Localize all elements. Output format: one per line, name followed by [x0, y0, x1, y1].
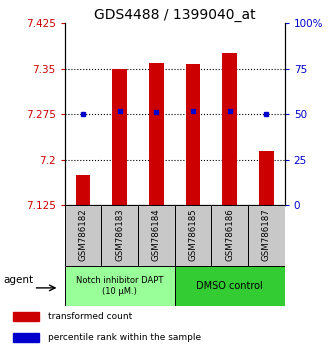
Text: GSM786185: GSM786185 [188, 208, 198, 261]
Text: GSM786187: GSM786187 [262, 208, 271, 261]
Bar [211, 205, 248, 266]
Bar [175, 266, 285, 306]
Text: GSM786182: GSM786182 [78, 208, 87, 261]
Text: GSM786184: GSM786184 [152, 208, 161, 261]
Bar [112, 69, 127, 205]
Text: percentile rank within the sample: percentile rank within the sample [48, 333, 202, 342]
Bar [138, 205, 175, 266]
Text: agent: agent [3, 275, 33, 285]
Bar [75, 175, 90, 205]
Bar [13, 333, 39, 342]
Bar [149, 63, 164, 205]
Bar [222, 53, 237, 205]
Bar [65, 266, 175, 306]
Text: Notch inhibitor DAPT
(10 μM.): Notch inhibitor DAPT (10 μM.) [76, 276, 163, 296]
Bar [65, 205, 101, 266]
Bar [259, 150, 274, 205]
Bar [175, 205, 211, 266]
Title: GDS4488 / 1399040_at: GDS4488 / 1399040_at [94, 8, 256, 22]
Text: GSM786186: GSM786186 [225, 208, 234, 261]
Bar [101, 205, 138, 266]
Text: GSM786183: GSM786183 [115, 208, 124, 261]
Text: transformed count: transformed count [48, 312, 133, 321]
Bar [186, 64, 200, 205]
Bar [13, 312, 39, 321]
Text: DMSO control: DMSO control [196, 281, 263, 291]
Bar [248, 205, 285, 266]
